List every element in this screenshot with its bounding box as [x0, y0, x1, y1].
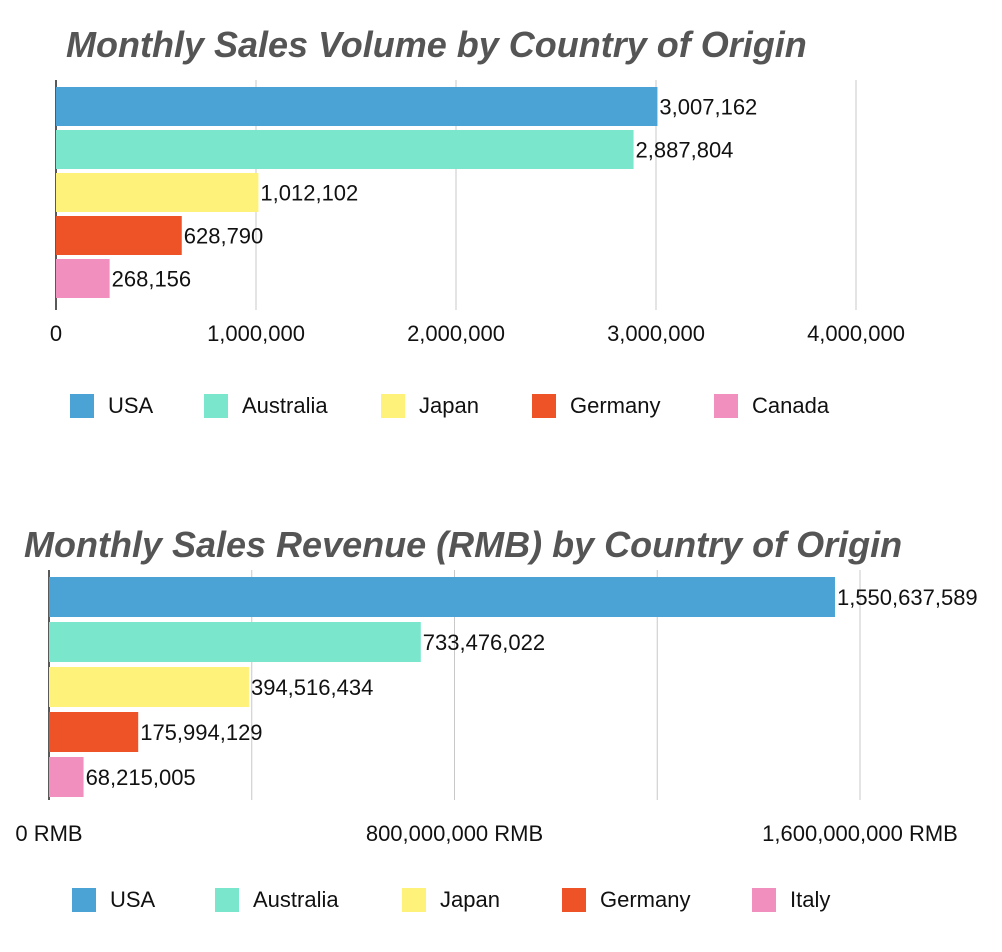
tick-label-1-4: 1,600,000,000 RMB: [762, 821, 958, 846]
tick-label-0-3: 3,000,000: [607, 321, 705, 346]
bar-label-usa: 1,550,637,589: [837, 585, 978, 610]
legend-item-australia: Australia: [204, 393, 328, 419]
legend-item-usa: USA: [70, 393, 153, 419]
bar-germany: [56, 216, 182, 255]
legend-label-germany: Germany: [600, 887, 691, 912]
legend-label-italy: Italy: [790, 887, 831, 912]
legend-label-australia: Australia: [242, 393, 328, 418]
legend-item-usa: USA: [72, 887, 155, 913]
bar-usa: [49, 577, 835, 617]
bar-label-australia: 733,476,022: [423, 630, 545, 655]
tick-label-0-2: 2,000,000: [407, 321, 505, 346]
tick-label-0-0: 0: [50, 321, 62, 346]
bar-canada: [56, 259, 110, 298]
legend-label-japan: Japan: [419, 393, 479, 418]
legend-swatch-japan: [381, 394, 405, 418]
bar-italy: [49, 757, 84, 797]
bar-label-germany: 175,994,129: [140, 720, 262, 745]
legend-swatch-australia: [204, 394, 228, 418]
legend-item-germany: Germany: [562, 887, 690, 913]
legend-swatch-canada: [714, 394, 738, 418]
bar-label-italy: 68,215,005: [86, 765, 196, 790]
legend-item-australia: Australia: [215, 887, 339, 913]
bar-usa: [56, 87, 658, 126]
legend-item-germany: Germany: [532, 393, 660, 419]
legend-swatch-germany: [562, 888, 586, 912]
legend-label-canada: Canada: [752, 393, 830, 418]
bar-australia: [49, 622, 421, 662]
sales-volume-chart: 3,007,162 2,887,804 1,012,102 628,790 268,15…: [50, 80, 905, 346]
bar-label-australia: 2,887,804: [636, 138, 734, 163]
tick-label-0-4: 4,000,000: [807, 321, 905, 346]
chart-title-revenue: Monthly Sales Revenue (RMB) by Country o…: [24, 524, 903, 565]
legend-item-japan: Japan: [402, 887, 500, 913]
tick-label-1-0: 0 RMB: [15, 821, 82, 846]
legend-label-japan: Japan: [440, 887, 500, 912]
legend-swatch-usa: [70, 394, 94, 418]
legend-swatch-usa: [72, 888, 96, 912]
legend-label-usa: USA: [108, 393, 154, 418]
legend-swatch-japan: [402, 888, 426, 912]
bar-japan: [56, 173, 259, 212]
legend-label-australia: Australia: [253, 887, 339, 912]
legend-swatch-australia: [215, 888, 239, 912]
tick-label-1-2: 800,000,000 RMB: [366, 821, 543, 846]
bar-label-japan: 1,012,102: [260, 181, 358, 206]
legend-label-usa: USA: [110, 887, 156, 912]
legend-label-germany: Germany: [570, 393, 661, 418]
bar-australia: [56, 130, 634, 169]
legend-swatch-germany: [532, 394, 556, 418]
chart-title-volume: Monthly Sales Volume by Country of Origi…: [66, 24, 807, 65]
bar-japan: [49, 667, 249, 707]
bar-label-usa: 3,007,162: [659, 95, 757, 120]
legend-item-italy: Italy: [752, 887, 830, 913]
bar-label-canada: 268,156: [112, 267, 192, 292]
bar-label-japan: 394,516,434: [251, 675, 373, 700]
tick-label-0-1: 1,000,000: [207, 321, 305, 346]
legend-item-canada: Canada: [714, 393, 829, 419]
legend-swatch-italy: [752, 888, 776, 912]
bar-label-germany: 628,790: [184, 224, 264, 249]
legend-item-japan: Japan: [381, 393, 479, 419]
bar-germany: [49, 712, 139, 752]
